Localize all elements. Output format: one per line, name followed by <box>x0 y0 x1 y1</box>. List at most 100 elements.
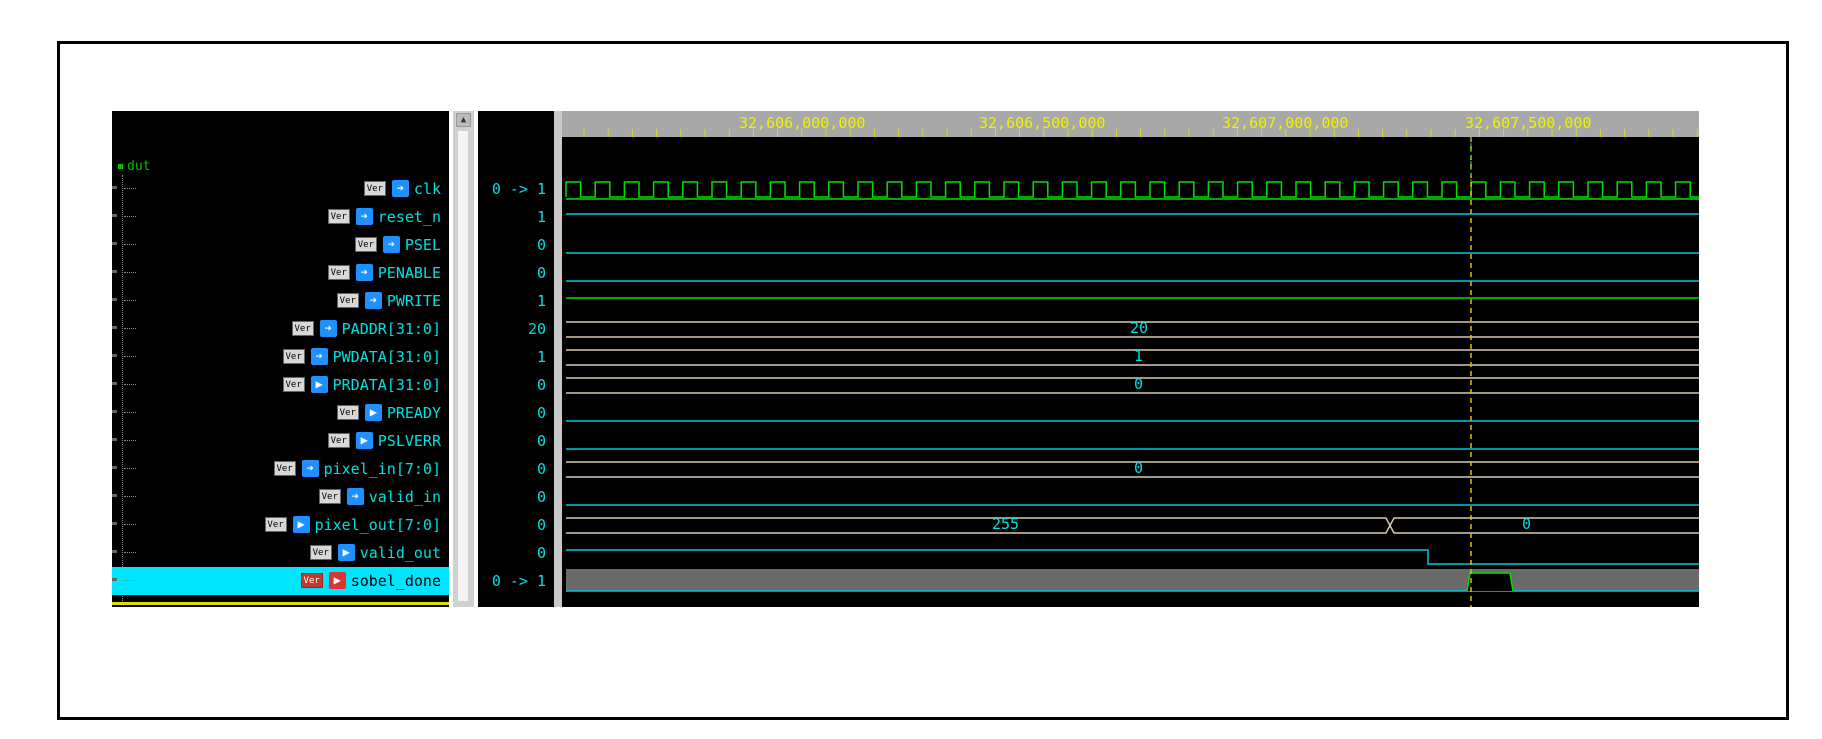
verilog-badge-icon: Ver <box>336 293 359 308</box>
ruler-tick-label: 32,606,500,000 <box>979 114 1106 132</box>
signal-row-penable[interactable]: PENABLE ➔ Ver <box>112 259 449 287</box>
tree-connector <box>124 328 136 329</box>
signal-row-valid-in[interactable]: valid_in ➔ Ver <box>112 483 449 511</box>
pixel-out-waveform-a <box>566 517 1391 534</box>
panel-divider[interactable] <box>554 111 562 607</box>
verilog-badge-icon: Ver <box>363 181 386 196</box>
scope-item-dut[interactable]: dut <box>118 159 150 174</box>
signal-value: 1 <box>536 292 546 310</box>
input-arrow-icon: ➔ <box>319 320 337 337</box>
signal-value: 0 <box>536 236 546 254</box>
output-arrow-icon: ▶ <box>292 516 310 533</box>
signal-name: PADDR[31:0] <box>341 320 441 338</box>
signal-row-sobel-done[interactable]: sobel_done ▶ Ver <box>112 567 449 595</box>
signal-row-paddr[interactable]: PADDR[31:0] ➔ Ver <box>112 315 449 343</box>
input-arrow-icon: ➔ <box>355 208 373 225</box>
output-arrow-icon: ▶ <box>328 572 346 589</box>
signal-row-pready[interactable]: PREADY ▶ Ver <box>112 399 449 427</box>
input-arrow-icon: ➔ <box>382 236 400 253</box>
signal-row-pixel-out[interactable]: pixel_out[7:0] ▶ Ver <box>112 511 449 539</box>
input-arrow-icon: ➔ <box>346 488 364 505</box>
verilog-badge-icon: Ver <box>300 573 323 588</box>
signal-name: sobel_done <box>350 572 441 590</box>
tree-connector <box>124 244 136 245</box>
signal-name: reset_n <box>377 208 441 226</box>
signal-values-panel[interactable]: 0 -> 1 1 0 0 1 20 1 0 0 0 0 0 0 0 0 -> 1 <box>478 111 554 607</box>
tree-tick <box>112 522 117 525</box>
tree-tick <box>112 438 117 441</box>
tree-connector <box>124 524 136 525</box>
ruler-tick-label: 32,607,500,000 <box>1465 114 1592 132</box>
tree-tick <box>112 186 117 189</box>
input-arrow-icon: ➔ <box>310 348 328 365</box>
output-arrow-icon: ▶ <box>337 544 355 561</box>
paddr-value-label: 20 <box>1130 319 1148 337</box>
signal-value: 20 <box>527 320 546 338</box>
signal-value: 0 <box>536 516 546 534</box>
input-arrow-icon: ➔ <box>355 264 373 281</box>
signal-value: 0 <box>536 432 546 450</box>
input-arrow-icon: ➔ <box>364 292 382 309</box>
signal-value: 1 <box>536 348 546 366</box>
verilog-badge-icon: Ver <box>291 321 314 336</box>
tree-tick <box>112 550 117 553</box>
signal-name: PRDATA[31:0] <box>332 376 441 394</box>
sobel-done-highlight <box>566 569 1699 591</box>
tree-tick <box>112 466 117 469</box>
names-scrollbar[interactable]: ▲ <box>453 111 474 607</box>
output-arrow-icon: ▶ <box>355 432 373 449</box>
prdata-value-label: 0 <box>1134 375 1143 393</box>
signal-row-pwrite[interactable]: PWRITE ➔ Ver <box>112 287 449 315</box>
tree-connector <box>124 272 136 273</box>
signal-name: PREADY <box>386 404 441 422</box>
signal-row-pslverr[interactable]: PSLVERR ▶ Ver <box>112 427 449 455</box>
signal-row-reset-n[interactable]: reset_n ➔ Ver <box>112 203 449 231</box>
scrollbar-track[interactable] <box>458 131 468 601</box>
signal-row-pwdata[interactable]: PWDATA[31:0] ➔ Ver <box>112 343 449 371</box>
signal-row-valid-out[interactable]: valid_out ▶ Ver <box>112 539 449 567</box>
pixel-out-waveform-b <box>1389 517 1699 534</box>
tree-tick <box>112 494 117 497</box>
verilog-badge-icon: Ver <box>309 545 332 560</box>
pwdata-value-label: 1 <box>1134 347 1143 365</box>
tree-tick <box>112 382 117 385</box>
pixel-in-value-label: 0 <box>1134 459 1143 477</box>
scope-label: dut <box>127 159 151 174</box>
tree-connector <box>124 412 136 413</box>
verilog-badge-icon: Ver <box>282 349 305 364</box>
verilog-badge-icon: Ver <box>354 237 377 252</box>
waveform-panel[interactable]: 32,606,000,000 32,606,500,000 32,607,000… <box>562 111 1699 607</box>
tree-connector <box>124 496 136 497</box>
verilog-badge-icon: Ver <box>273 461 296 476</box>
signal-row-prdata[interactable]: PRDATA[31:0] ▶ Ver <box>112 371 449 399</box>
signal-value: 0 <box>536 404 546 422</box>
verilog-badge-icon: Ver <box>282 377 305 392</box>
verilog-badge-icon: Ver <box>336 405 359 420</box>
verilog-badge-icon: Ver <box>327 433 350 448</box>
output-arrow-icon: ▶ <box>364 404 382 421</box>
signal-row-clk[interactable]: clk ➔ Ver <box>112 175 449 203</box>
tree-tick <box>112 298 117 301</box>
signal-value: 1 <box>536 208 546 226</box>
time-ruler[interactable]: 32,606,000,000 32,606,500,000 32,607,000… <box>562 111 1699 137</box>
signal-names-panel[interactable]: dut clk ➔ Ver reset_n ➔ Ver PSEL ➔ Ver PENABLE ➔ Ve… <box>112 111 449 607</box>
ruler-tick-label: 32,607,000,000 <box>1222 114 1349 132</box>
tree-connector <box>124 440 136 441</box>
scroll-up-arrow-icon[interactable]: ▲ <box>456 113 471 127</box>
signal-name: clk <box>413 180 441 198</box>
tree-tick <box>112 326 117 329</box>
signal-name: valid_in <box>368 488 441 506</box>
input-arrow-icon: ➔ <box>301 460 319 477</box>
signal-name: pixel_in[7:0] <box>323 460 441 478</box>
tree-line <box>122 175 124 603</box>
signal-row-pixel-in[interactable]: pixel_in[7:0] ➔ Ver <box>112 455 449 483</box>
tree-tick <box>112 354 117 357</box>
sobel-done-pulse <box>1466 572 1514 592</box>
signal-row-psel[interactable]: PSEL ➔ Ver <box>112 231 449 259</box>
output-arrow-icon: ▶ <box>310 376 328 393</box>
tree-connector <box>124 188 136 189</box>
signal-value: 0 <box>536 544 546 562</box>
verilog-badge-icon: Ver <box>327 265 350 280</box>
tree-connector <box>124 468 136 469</box>
